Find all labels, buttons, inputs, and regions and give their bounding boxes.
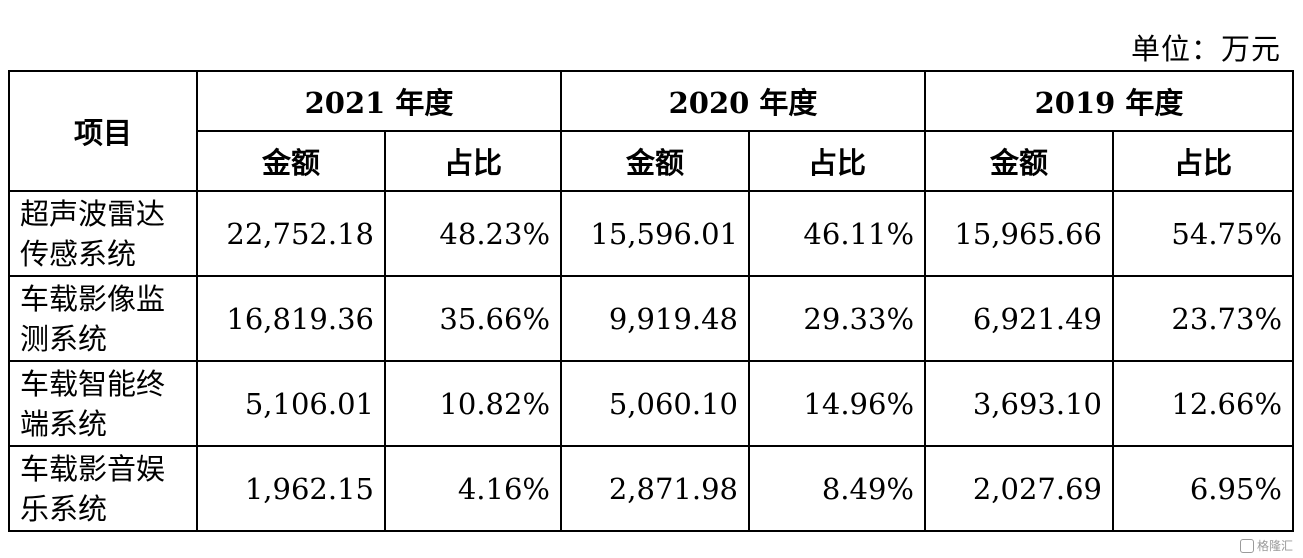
cell-amount: 22,752.18	[196, 190, 386, 277]
cell-amount: 16,819.36	[196, 275, 386, 362]
header-amount: 金额	[560, 130, 750, 192]
cell-ratio: 23.73%	[1112, 275, 1294, 362]
watermark-icon	[1239, 538, 1254, 553]
header-row-years: 项目 2021 年度 2020 年度 2019 年度	[8, 70, 1294, 192]
header-year-2019: 2019 年度	[924, 70, 1294, 132]
cell-amount: 6,921.49	[924, 275, 1114, 362]
cell-amount: 15,596.01	[560, 190, 750, 277]
cell-amount: 15,965.66	[924, 190, 1114, 277]
cell-ratio: 46.11%	[748, 190, 926, 277]
cell-ratio: 35.66%	[384, 275, 562, 362]
table-row: 超声波雷达 传感系统 22,752.18 48.23% 15,596.01 46.…	[8, 190, 1294, 277]
cell-ratio: 48.23%	[384, 190, 562, 277]
unit-label: 单位：万元	[1130, 32, 1281, 66]
table-row: 车载影音娱 乐系统 1,962.15 4.16% 2,871.98 8.49% 2…	[8, 445, 1294, 532]
watermark-logo: 格隆汇	[1239, 537, 1293, 554]
row-name: 车载影音娱 乐系统	[8, 445, 198, 532]
table-row: 车载智能终 端系统 5,106.01 10.82% 5,060.10 14.96%…	[8, 360, 1294, 447]
cell-ratio: 12.66%	[1112, 360, 1294, 447]
row-name: 超声波雷达 传感系统	[8, 190, 198, 277]
table-row: 车载影像监 测系统 16,819.36 35.66% 9,919.48 29.33…	[8, 275, 1294, 362]
header-ratio: 占比	[748, 130, 926, 192]
revenue-table: 项目 2021 年度 2020 年度 2019 年度 金额 占比 金额 占比 金…	[8, 70, 1294, 532]
cell-amount: 1,962.15	[196, 445, 386, 532]
header-amount: 金额	[196, 130, 386, 192]
cell-ratio: 8.49%	[748, 445, 926, 532]
cell-amount: 9,919.48	[560, 275, 750, 362]
header-year-2021: 2021 年度	[196, 70, 562, 132]
cell-amount: 3,693.10	[924, 360, 1114, 447]
header-ratio: 占比	[384, 130, 562, 192]
cell-amount: 5,106.01	[196, 360, 386, 447]
cell-ratio: 10.82%	[384, 360, 562, 447]
cell-ratio: 29.33%	[748, 275, 926, 362]
header-row-metrics: 金额 占比 金额 占比 金额 占比	[9, 130, 1294, 192]
cell-amount: 2,027.69	[924, 445, 1114, 532]
cell-amount: 5,060.10	[560, 360, 750, 447]
header-item: 项目	[8, 70, 198, 192]
row-name: 车载智能终 端系统	[8, 360, 198, 447]
cell-ratio: 54.75%	[1112, 190, 1294, 277]
header-year-2020: 2020 年度	[560, 70, 926, 132]
watermark-text: 格隆汇	[1256, 539, 1293, 553]
cell-ratio: 14.96%	[748, 360, 926, 447]
header-amount: 金额	[924, 130, 1114, 192]
cell-ratio: 4.16%	[384, 445, 562, 532]
row-name: 车载影像监 测系统	[8, 275, 198, 362]
header-ratio: 占比	[1112, 130, 1294, 192]
cell-ratio: 6.95%	[1112, 445, 1294, 532]
cell-amount: 2,871.98	[560, 445, 750, 532]
